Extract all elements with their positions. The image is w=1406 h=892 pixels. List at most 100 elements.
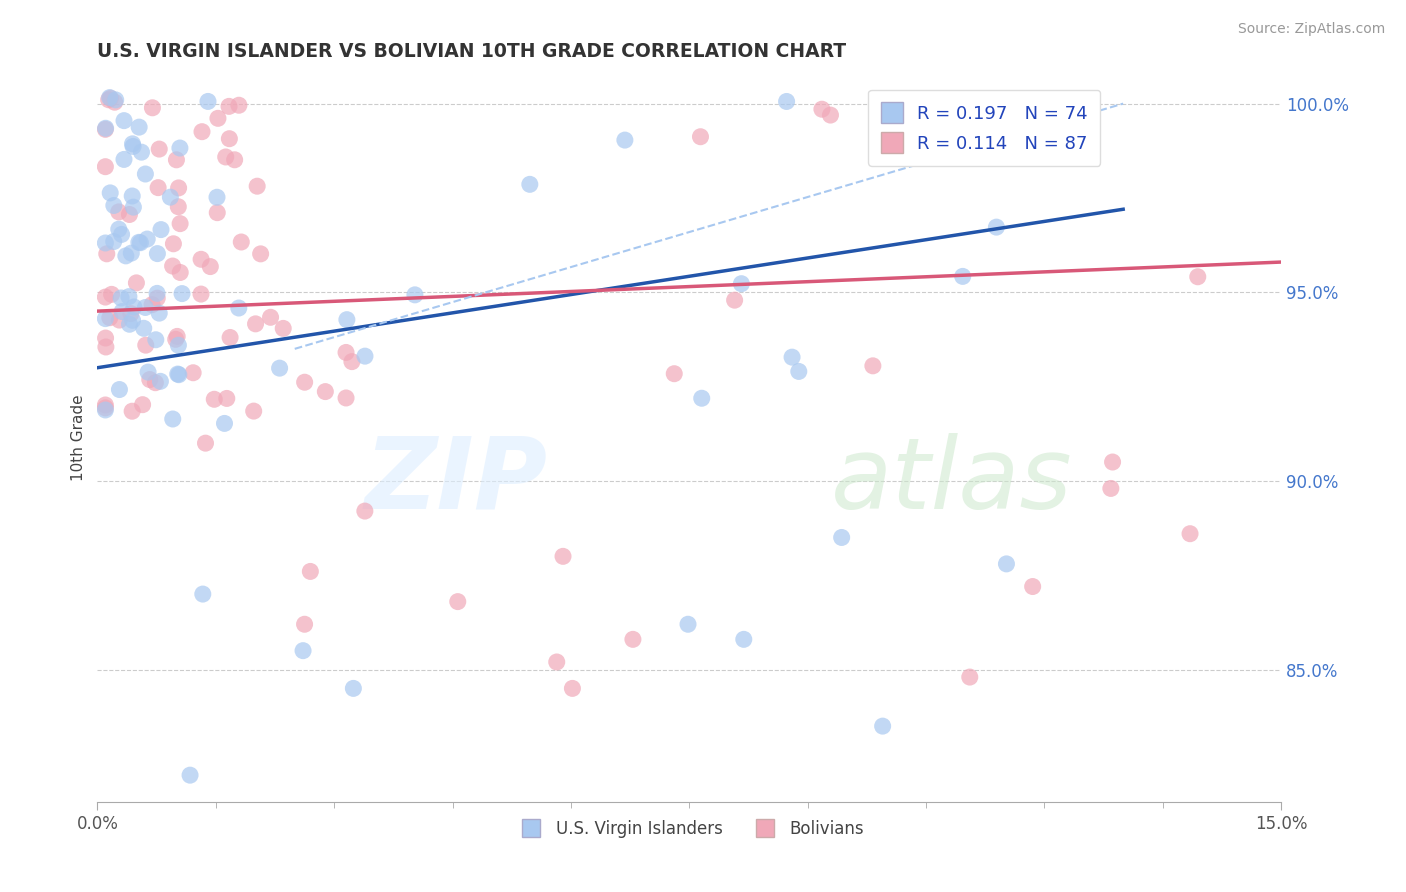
Point — [354, 349, 377, 363]
Point — [149, 375, 172, 389]
Point — [246, 179, 269, 194]
Point — [94, 401, 117, 415]
Point — [995, 557, 1018, 571]
Point — [165, 153, 187, 167]
Point — [96, 247, 118, 261]
Point — [166, 329, 188, 343]
Point — [103, 198, 125, 212]
Point — [811, 102, 834, 116]
Point — [214, 417, 236, 431]
Point — [125, 276, 148, 290]
Text: Source: ZipAtlas.com: Source: ZipAtlas.com — [1237, 22, 1385, 37]
Point — [94, 311, 117, 326]
Point — [145, 333, 167, 347]
Point — [94, 331, 117, 345]
Point — [121, 189, 143, 203]
Point — [215, 150, 238, 164]
Point — [872, 719, 894, 733]
Point — [94, 160, 117, 174]
Point — [166, 367, 188, 381]
Point — [353, 504, 375, 518]
Point — [952, 269, 974, 284]
Point — [546, 655, 568, 669]
Point — [148, 306, 170, 320]
Point — [122, 200, 145, 214]
Point — [862, 359, 884, 373]
Point — [294, 376, 316, 390]
Point — [519, 178, 541, 192]
Point — [169, 265, 191, 279]
Point — [146, 286, 169, 301]
Point — [1101, 455, 1123, 469]
Point — [167, 181, 190, 195]
Point — [190, 287, 212, 301]
Point — [447, 594, 470, 608]
Point — [121, 404, 143, 418]
Point — [94, 235, 117, 250]
Point — [335, 345, 357, 359]
Point — [108, 313, 131, 327]
Point — [103, 235, 125, 249]
Point — [218, 131, 240, 145]
Point — [820, 108, 842, 122]
Point — [120, 246, 142, 260]
Point — [292, 643, 315, 657]
Point — [167, 200, 190, 214]
Point — [148, 142, 170, 156]
Point — [1099, 482, 1122, 496]
Point — [831, 531, 853, 545]
Point — [134, 301, 156, 315]
Point — [194, 436, 217, 450]
Point — [112, 113, 135, 128]
Point — [98, 186, 121, 200]
Legend: U.S. Virgin Islanders, Bolivians: U.S. Virgin Islanders, Bolivians — [508, 813, 870, 844]
Point — [141, 101, 163, 115]
Point — [94, 121, 117, 136]
Point — [122, 139, 145, 153]
Point — [118, 290, 141, 304]
Point — [135, 338, 157, 352]
Point — [162, 412, 184, 426]
Point — [269, 361, 291, 376]
Point — [197, 95, 219, 109]
Text: atlas: atlas — [831, 433, 1073, 530]
Point — [107, 222, 129, 236]
Point — [621, 632, 644, 647]
Point — [218, 99, 240, 113]
Point — [780, 350, 803, 364]
Point — [162, 259, 184, 273]
Point — [94, 398, 117, 412]
Point — [733, 632, 755, 647]
Point — [114, 249, 136, 263]
Point — [231, 235, 253, 249]
Point — [404, 288, 426, 302]
Point — [938, 129, 960, 144]
Point — [191, 587, 214, 601]
Point — [128, 120, 150, 135]
Point — [100, 287, 122, 301]
Point — [110, 227, 132, 242]
Point — [134, 167, 156, 181]
Point — [167, 368, 190, 382]
Point — [202, 392, 225, 407]
Point — [690, 391, 713, 405]
Point — [1187, 269, 1209, 284]
Point — [162, 236, 184, 251]
Point — [190, 252, 212, 267]
Text: U.S. VIRGIN ISLANDER VS BOLIVIAN 10TH GRADE CORRELATION CHART: U.S. VIRGIN ISLANDER VS BOLIVIAN 10TH GR… — [97, 42, 846, 61]
Point — [294, 617, 316, 632]
Point — [94, 340, 117, 354]
Point — [131, 398, 153, 412]
Point — [228, 301, 250, 315]
Point — [97, 93, 120, 107]
Point — [314, 384, 336, 399]
Point — [159, 190, 181, 204]
Point — [131, 145, 153, 160]
Point — [104, 93, 127, 107]
Point — [145, 376, 167, 390]
Point — [986, 220, 1008, 235]
Y-axis label: 10th Grade: 10th Grade — [72, 394, 86, 481]
Point — [551, 549, 574, 564]
Point — [94, 403, 117, 417]
Point — [98, 90, 121, 104]
